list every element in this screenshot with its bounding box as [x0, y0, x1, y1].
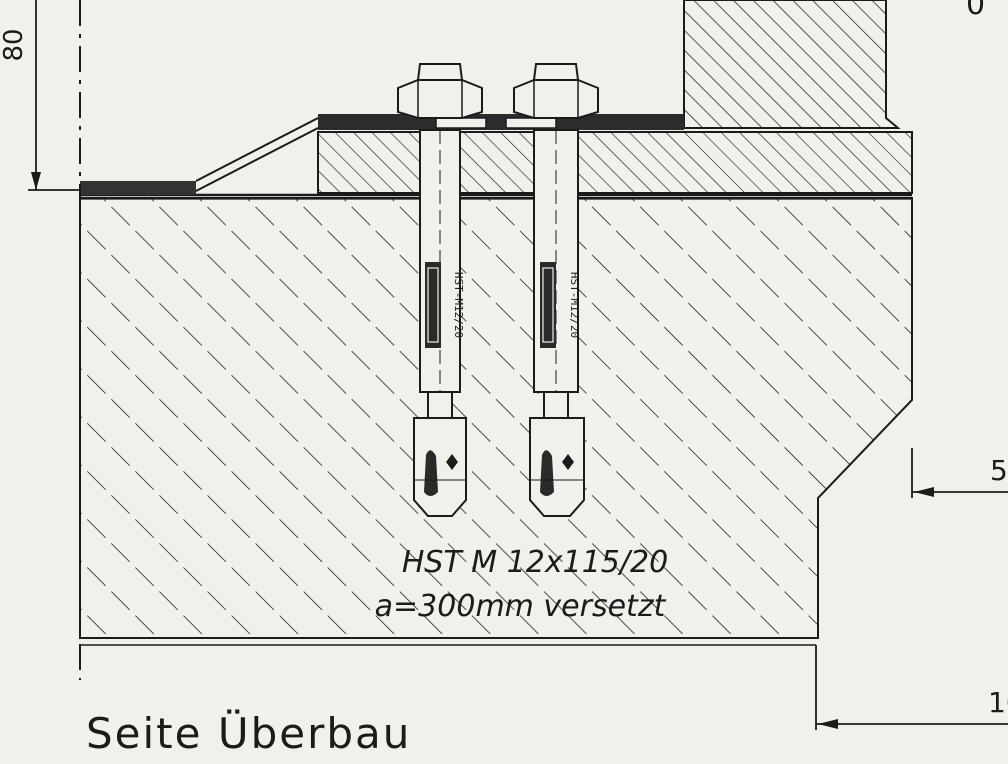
anchor-bolt-right: HST-M12/20 — [513, 63, 599, 517]
corner-partial-label: 0 — [966, 0, 985, 22]
slope-line-lower — [195, 127, 319, 192]
anchor-bolt-left: HST-M12/20 — [397, 63, 483, 517]
bearing-plate-top — [318, 114, 684, 130]
dim-5-label: 5 — [990, 454, 1008, 487]
dim-80-label: 80 — [0, 28, 29, 61]
dim-10-arrow — [818, 719, 838, 729]
dim-10-label: 10 — [988, 686, 1008, 719]
slope-line-upper — [195, 117, 319, 182]
nut-right — [532, 63, 580, 81]
dim-80-arrow — [31, 172, 41, 190]
anchor-badge-right — [540, 262, 556, 348]
view-caption: Seite Überbau — [86, 708, 411, 758]
anchor-marking-left: HST-M12/20 — [452, 272, 465, 338]
bearing-plate-left — [80, 181, 196, 195]
nut-left — [416, 63, 464, 81]
mortar-bed — [317, 131, 913, 194]
superstructure-block — [683, 0, 901, 129]
washer-gap-left — [435, 117, 487, 129]
dim-5-arrow — [914, 487, 934, 497]
anchor-spec-label: HST M 12x115/20 — [402, 545, 668, 580]
washer-gap-right — [505, 117, 557, 129]
anchor-badge-left — [425, 262, 441, 348]
expansion-sleeve-right — [529, 417, 585, 517]
anchor-spacing-label: a=300mm versetzt — [375, 589, 667, 624]
anchor-marking-right: HST-M12/20 — [568, 272, 581, 338]
expansion-sleeve-left — [413, 417, 467, 517]
concrete-base — [79, 197, 913, 639]
